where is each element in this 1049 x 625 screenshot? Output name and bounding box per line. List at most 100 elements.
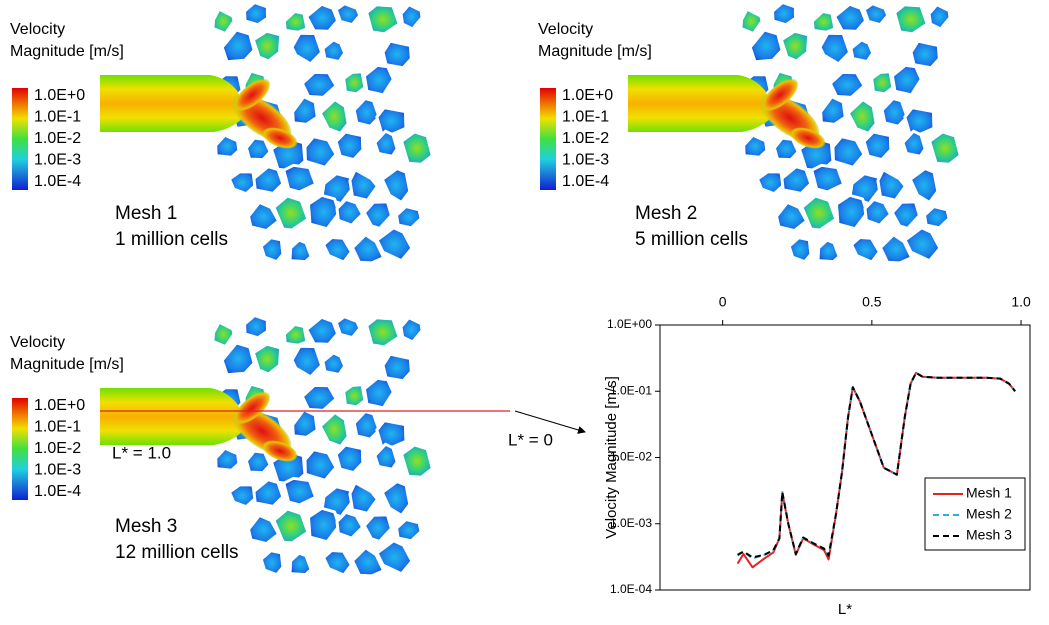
flow-cell bbox=[251, 29, 283, 63]
flow-cell bbox=[742, 133, 769, 159]
colorbar-label: 1.0E+0 bbox=[34, 87, 85, 104]
flow-cell bbox=[890, 63, 923, 97]
jet bbox=[233, 78, 271, 112]
flow-cell bbox=[739, 7, 764, 35]
flow-cell bbox=[351, 546, 386, 578]
flow-cell bbox=[291, 95, 319, 126]
inlet-channel bbox=[100, 388, 246, 445]
flow-cell bbox=[348, 481, 379, 515]
flow-cell bbox=[863, 197, 892, 227]
flow-cell bbox=[342, 383, 367, 409]
flow-cell bbox=[252, 165, 285, 195]
colorbar-label: 1.0E+0 bbox=[562, 87, 613, 104]
flow-cell bbox=[251, 342, 283, 376]
flow-cell bbox=[282, 476, 318, 507]
flow-cell bbox=[211, 7, 236, 35]
flow-cell bbox=[375, 226, 414, 263]
flow-cell bbox=[890, 200, 921, 230]
flow-cell bbox=[880, 97, 909, 128]
annotation: L* = 0 bbox=[508, 430, 553, 449]
flow-cell bbox=[282, 322, 309, 347]
flow-cell bbox=[307, 506, 341, 544]
flow-cell bbox=[818, 31, 852, 66]
colorbar-label: 1.0E-1 bbox=[34, 109, 81, 126]
flow-cell bbox=[395, 205, 423, 230]
contour-panel: Velocity Magnitude [m/s] 1.0E+0 1.0E-1 1.0E-… bbox=[10, 314, 434, 578]
flow-cell bbox=[290, 31, 324, 66]
colorbar-label: 1.0E+0 bbox=[34, 397, 85, 414]
flow-cell bbox=[362, 376, 395, 410]
flow-cell bbox=[220, 28, 256, 64]
colorbar-title: Velocity bbox=[538, 21, 593, 38]
colorbar-label: 1.0E-1 bbox=[562, 109, 609, 126]
flow-cell bbox=[352, 410, 381, 441]
flow-cell bbox=[220, 341, 256, 377]
mesh-label: 5 million cells bbox=[635, 229, 748, 250]
flow-cell bbox=[318, 411, 350, 448]
flow-cell bbox=[303, 135, 338, 169]
mesh-label: 1 million cells bbox=[115, 229, 228, 250]
flow-cell bbox=[772, 136, 800, 162]
flow-cell bbox=[291, 408, 319, 439]
legend-label: Mesh 1 bbox=[966, 485, 1012, 501]
flow-cell bbox=[927, 3, 952, 31]
arrow bbox=[514, 410, 586, 434]
flow-cell bbox=[348, 168, 379, 202]
flow-cell bbox=[351, 233, 386, 265]
y-tick-label: 1.0E-02 bbox=[610, 450, 652, 464]
flow-cell bbox=[380, 480, 412, 517]
flow-cell bbox=[923, 205, 951, 230]
flow-cell bbox=[362, 200, 393, 230]
flow-cell bbox=[322, 236, 353, 264]
flow-cell bbox=[305, 2, 340, 33]
colorbar-label: 1.0E-3 bbox=[34, 152, 81, 169]
flow-cell bbox=[846, 98, 878, 135]
series-line bbox=[737, 371, 1016, 559]
flow-cell bbox=[227, 170, 257, 196]
flow-cell bbox=[748, 28, 784, 64]
flow-cell bbox=[335, 510, 364, 540]
flow-cell bbox=[300, 70, 338, 99]
colorbar bbox=[12, 398, 28, 500]
flow-cell bbox=[780, 165, 813, 195]
inlet-channel bbox=[100, 75, 246, 132]
flow-cell bbox=[282, 9, 309, 34]
colorbar-label: 1.0E-3 bbox=[34, 462, 81, 479]
colorbar bbox=[12, 88, 28, 190]
flow-cell bbox=[771, 1, 797, 27]
colorbar-label: 1.0E-2 bbox=[34, 130, 81, 147]
flow-cell bbox=[244, 449, 272, 475]
flow-cell bbox=[288, 551, 313, 577]
y-axis-label: Velocity Magnitude [m/s] bbox=[603, 376, 620, 539]
colorbar-label: 1.0E-1 bbox=[34, 419, 81, 436]
flow-cell bbox=[318, 98, 350, 135]
colorbar-title: Velocity bbox=[10, 334, 65, 351]
jet bbox=[790, 127, 826, 149]
colorbar-title: Magnitude [m/s] bbox=[10, 43, 124, 60]
mesh-label: 12 million cells bbox=[115, 542, 239, 563]
flow-cell bbox=[375, 106, 408, 136]
x-tick-label: 0.5 bbox=[862, 294, 882, 310]
flow-cell bbox=[252, 478, 285, 508]
flow-cell bbox=[305, 315, 340, 346]
contour-panel: Velocity Magnitude [m/s] 1.0E+0 1.0E-1 1.0E-… bbox=[538, 1, 962, 265]
colorbar-label: 1.0E-2 bbox=[34, 440, 81, 457]
flow-cell bbox=[908, 167, 940, 204]
flow-cell bbox=[779, 29, 811, 63]
jet bbox=[761, 78, 799, 112]
flow-cell bbox=[259, 549, 285, 577]
flow-cell bbox=[400, 443, 434, 479]
colorbar-label: 1.0E-4 bbox=[562, 173, 609, 190]
flow-cell bbox=[819, 95, 847, 126]
flow-cell bbox=[272, 194, 310, 232]
flow-cell bbox=[365, 316, 401, 349]
flow-cell bbox=[399, 316, 424, 344]
flow-cell bbox=[375, 539, 414, 576]
flow-cell bbox=[290, 344, 324, 379]
flow-cell bbox=[879, 233, 914, 265]
colorbar-label: 1.0E-4 bbox=[34, 483, 81, 500]
contour-panel: Velocity Magnitude [m/s] 1.0E+0 1.0E-1 1.0E-… bbox=[10, 1, 434, 265]
flow-cell bbox=[362, 63, 395, 97]
